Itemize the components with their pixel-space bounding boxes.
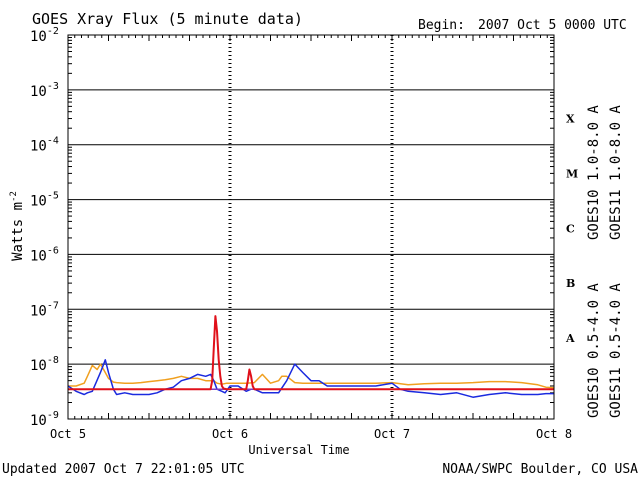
- y-tick-label: 10-6: [30, 245, 59, 264]
- y-axis-label-group: Watts m-2: [9, 191, 26, 261]
- y-tick-exp: -4: [47, 136, 59, 147]
- y-tick-exp: -2: [47, 26, 59, 37]
- legend-goes11-short: GOES11 0.5-4.0 A: [608, 283, 624, 418]
- flare-class-label: M: [566, 167, 578, 180]
- series-line: [68, 363, 555, 389]
- legend-col1-top: GOES10 1.0-8.0 A: [586, 105, 602, 240]
- y-axis-label-sup: -2: [9, 191, 19, 202]
- y-tick-label: 10-5: [30, 191, 59, 210]
- y-tick-base: 10: [30, 413, 47, 429]
- chart-title: GOES Xray Flux (5 minute data): [32, 10, 303, 28]
- plot-frame: [67, 34, 555, 420]
- y-tick-label: 10-4: [30, 136, 59, 155]
- legend-goes11-long: GOES11 1.0-8.0 A: [608, 105, 624, 240]
- updated-timestamp: Updated 2007 Oct 7 22:01:05 UTC: [2, 462, 245, 477]
- flare-class-labels: X M C B A: [565, 113, 578, 345]
- y-axis-label-base: Watts m: [10, 202, 26, 261]
- series-lines: [67, 315, 555, 398]
- x-axis-label: Universal Time: [248, 443, 349, 457]
- y-tick-label: 10-2: [30, 26, 59, 45]
- begin-value: 2007 Oct 5 0000 UTC: [478, 18, 627, 33]
- y-axis-label: Watts m-2: [9, 191, 26, 261]
- series-line: [67, 359, 554, 398]
- y-tick-exp: -5: [47, 191, 59, 202]
- y-tick-label: 10-7: [30, 300, 59, 319]
- begin-label: Begin:: [418, 18, 465, 33]
- y-tick-base: 10: [30, 248, 47, 264]
- y-tick-label: 10-8: [30, 355, 59, 374]
- credit-text: NOAA/SWPC Boulder, CO USA: [442, 462, 638, 477]
- y-tick-base: 10: [30, 84, 47, 100]
- x-tick-label: Oct 7: [374, 427, 410, 441]
- flare-class-label: B: [566, 277, 575, 290]
- legend-col2-top: GOES11 1.0-8.0 A: [608, 105, 624, 240]
- y-tick-base: 10: [30, 303, 47, 319]
- legend-goes10-long: GOES10 1.0-8.0 A: [586, 105, 602, 240]
- grid: [68, 34, 554, 420]
- legend-goes10-short: GOES10 0.5-4.0 A: [586, 283, 602, 418]
- flare-class-label: A: [565, 332, 575, 345]
- legend-col2-bottom: GOES11 0.5-4.0 A: [608, 283, 624, 418]
- flare-class-label: C: [566, 222, 575, 235]
- series-line: [68, 315, 554, 391]
- x-tick-label: Oct 5: [50, 427, 86, 441]
- y-tick-base: 10: [30, 139, 47, 155]
- x-tick-label: Oct 8: [536, 427, 572, 441]
- legend-col1-bottom: GOES10 0.5-4.0 A: [586, 283, 602, 418]
- y-tick-base: 10: [30, 358, 47, 374]
- y-tick-label: 10-9: [30, 410, 59, 429]
- y-tick-exp: -3: [47, 81, 59, 92]
- y-tick-exp: -9: [47, 410, 59, 421]
- y-tick-labels: 10-210-310-410-510-610-710-810-9: [30, 26, 59, 429]
- y-tick-exp: -8: [47, 355, 59, 366]
- x-tick-labels: Oct 5 Oct 6 Oct 7 Oct 8: [50, 427, 572, 441]
- y-tick-base: 10: [30, 29, 47, 45]
- x-tick-label: Oct 6: [212, 427, 248, 441]
- flare-class-label: X: [566, 113, 575, 126]
- y-tick-label: 10-3: [30, 81, 59, 100]
- y-tick-base: 10: [30, 194, 47, 210]
- y-tick-exp: -7: [47, 300, 59, 311]
- y-tick-exp: -6: [47, 245, 59, 256]
